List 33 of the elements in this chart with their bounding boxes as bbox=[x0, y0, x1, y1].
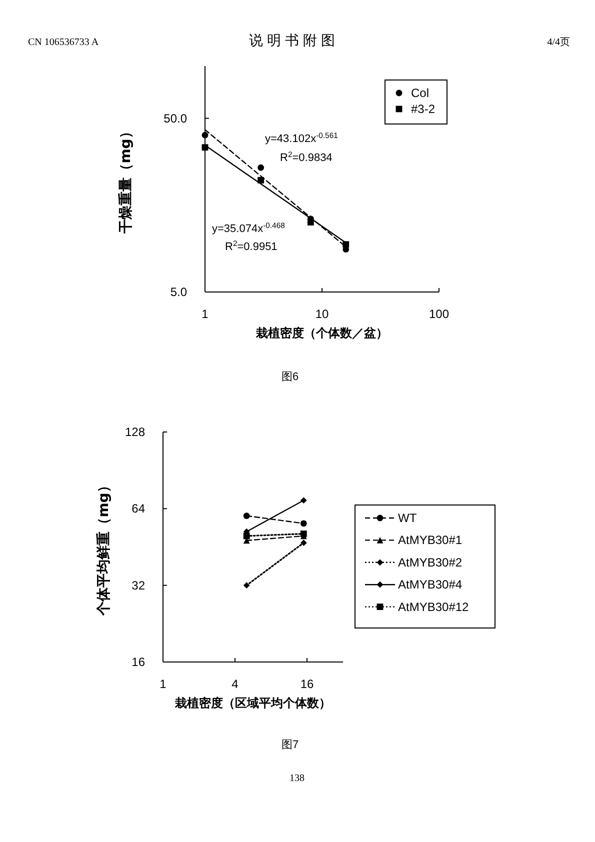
x-tick-label: 1 bbox=[160, 677, 167, 691]
x-tick-label: 10 bbox=[315, 307, 329, 321]
legend-label: WT bbox=[398, 511, 418, 525]
text: CN 106536733 A bbox=[28, 37, 100, 48]
y-tick-label: 16 bbox=[132, 655, 146, 669]
y-tick-label: 50.0 bbox=[164, 111, 188, 126]
y-tick-label: 32 bbox=[132, 578, 146, 592]
caption: 图6 bbox=[281, 371, 299, 383]
y-tick-label: 64 bbox=[132, 502, 146, 516]
text: 说 明 书 附 图 bbox=[249, 32, 335, 48]
text: 138 bbox=[290, 773, 304, 784]
text: 4/4页 bbox=[547, 37, 570, 48]
y-axis-title: 个体平均鲜重（mg） bbox=[96, 478, 112, 616]
caption: 图7 bbox=[281, 739, 299, 751]
annotation: y=35.074x$^{-0.468}$ bbox=[212, 220, 285, 235]
annotation: R$^{2}$=0.9834 bbox=[280, 150, 332, 164]
x-tick-label: 100 bbox=[428, 307, 450, 321]
legend-label: AtMYB30#4 bbox=[398, 578, 462, 592]
annotation: R$^{2}$=0.9951 bbox=[225, 238, 278, 253]
x-tick-label: 4 bbox=[232, 677, 239, 691]
legend-label: AtMYB30#12 bbox=[398, 600, 470, 614]
x-axis-title: 栽植密度（区域平均个体数） bbox=[174, 696, 331, 710]
legend-label: AtMYB30#1 bbox=[398, 533, 462, 548]
y-axis-title: 干燥重量（mg） bbox=[118, 124, 134, 234]
x-tick-label: 16 bbox=[300, 677, 314, 691]
legend-label: #3-2 bbox=[411, 102, 436, 116]
annotation: y=43.102x$^{-0.561}$ bbox=[265, 130, 338, 145]
y-tick-label: 5.0 bbox=[170, 285, 188, 299]
x-axis-title: 栽植密度（个体数／盆） bbox=[255, 326, 388, 340]
legend-label: AtMYB30#2 bbox=[398, 555, 462, 570]
legend-label: Col bbox=[411, 86, 430, 100]
x-tick-label: 1 bbox=[202, 307, 209, 321]
y-tick-label: 128 bbox=[124, 425, 146, 439]
